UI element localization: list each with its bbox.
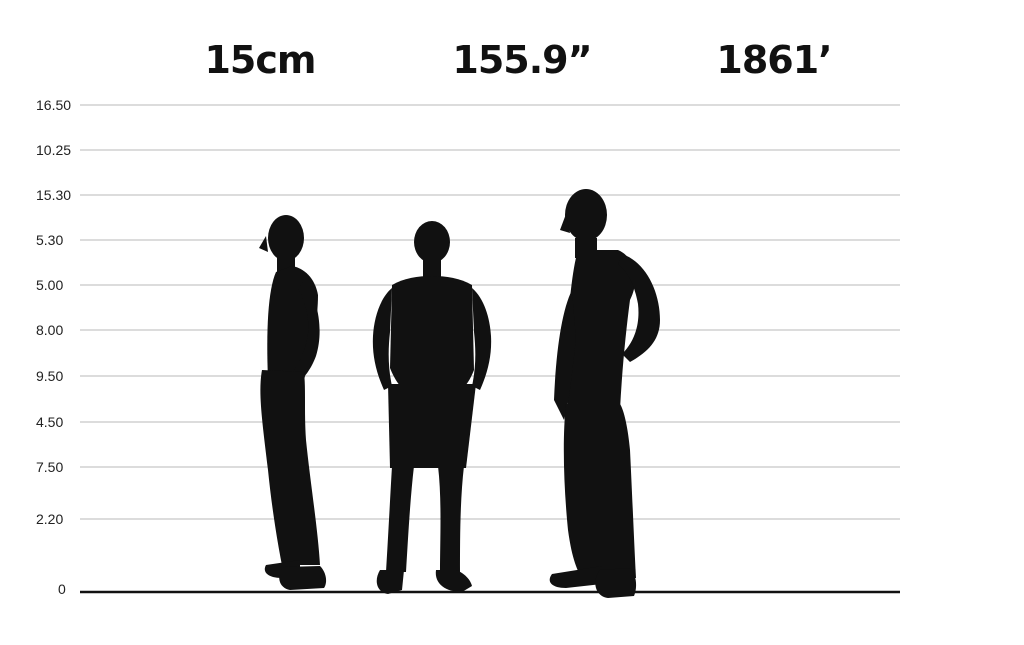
middle-height-label: 155.9” bbox=[452, 38, 592, 82]
scale-tick-label: 9.50 bbox=[36, 368, 64, 384]
scale-tick-label: 0 bbox=[58, 581, 66, 597]
scale-tick-label: 7.50 bbox=[36, 459, 64, 475]
scale-tick-label: 4.50 bbox=[36, 414, 64, 430]
middle-figure-silhouette bbox=[372, 221, 492, 594]
scale-tick-label: 5.00 bbox=[36, 277, 64, 293]
right-height-label: 1861’ bbox=[716, 38, 832, 82]
scale-tick-label: 5.30 bbox=[36, 232, 64, 248]
scale-tick-label: 15.30 bbox=[36, 187, 72, 203]
scale-tick-label: 2.20 bbox=[36, 511, 64, 527]
scale-tick-label: 8.00 bbox=[36, 322, 64, 338]
left-figure-silhouette bbox=[259, 215, 327, 590]
right-figure-silhouette bbox=[549, 189, 660, 598]
left-height-label: 15cm bbox=[204, 38, 316, 82]
gridlines bbox=[80, 104, 900, 520]
scale-tick-label: 16.50 bbox=[36, 97, 72, 113]
scale-tick-label: 10.25 bbox=[36, 142, 72, 158]
